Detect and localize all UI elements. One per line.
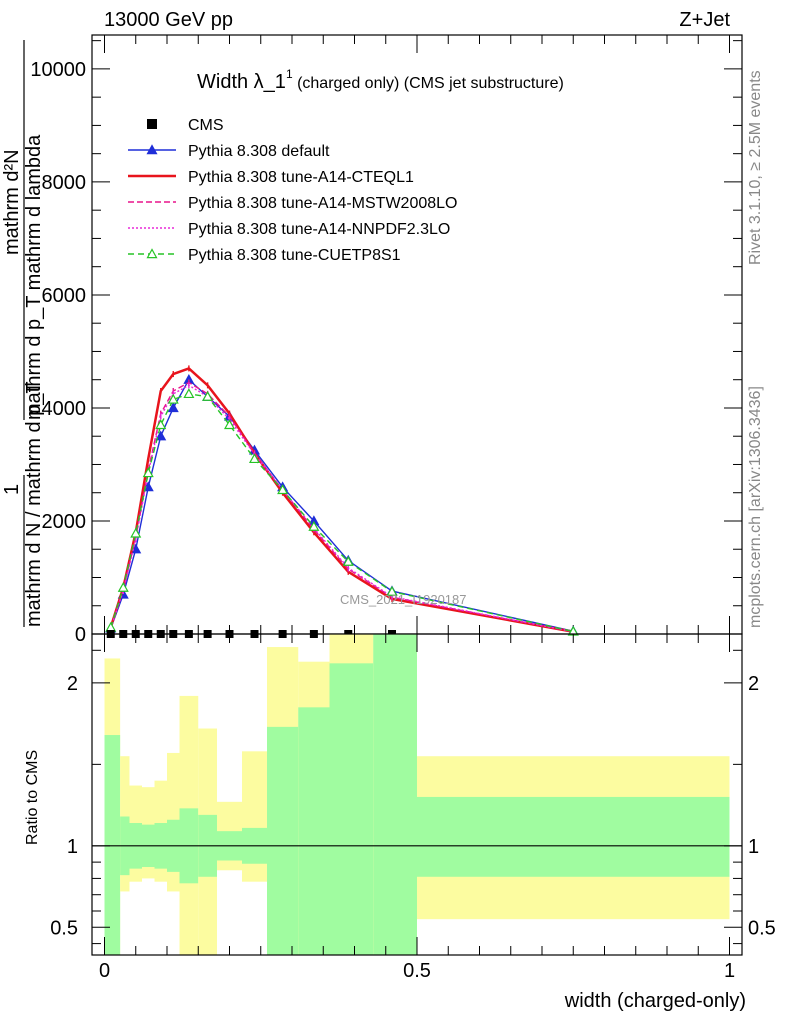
ratio-stat-band — [373, 634, 417, 955]
ylabel-fraction-denominator: mathrm d p_T mathrm d lambda — [23, 134, 45, 420]
main-ytick-label: 10000 — [30, 59, 86, 81]
ratio-ytick-label: 0.5 — [50, 917, 78, 939]
ratio-stat-band — [329, 663, 374, 955]
ratio-ytick-label: 2 — [67, 673, 78, 695]
legend-marker-cms — [147, 119, 157, 129]
data-point-triangle — [248, 453, 261, 464]
main-ytick-label: 0 — [75, 624, 86, 646]
ratio-stat-band — [104, 735, 121, 955]
data-point-triangle — [155, 430, 167, 441]
main-ytick-label: 4000 — [42, 398, 87, 420]
ratio-xlabel: width (charged-only) — [564, 990, 746, 1012]
ratio-ytick-label-right: 2 — [748, 673, 759, 695]
main-ytick-label: 2000 — [42, 511, 87, 533]
data-point-triangle — [308, 520, 320, 531]
data-point-triangle — [183, 388, 195, 399]
data-point-triangle — [167, 402, 179, 413]
data-point-triangle — [146, 248, 158, 259]
header-right-label: Z+Jet — [679, 9, 730, 31]
legend: CMS Pythia 8.308 default Pythia 8.308 tune… — [128, 117, 457, 264]
legend-entry-label: Pythia 8.308 tune-CUETP8S1 — [188, 247, 401, 264]
legend-entry-label: Pythia 8.308 tune-A14-MSTW2008LO — [188, 195, 457, 212]
plot-title-main: Width λ_1 — [197, 71, 286, 93]
ratio-plot-area: 0 0.5 1 0.5 0.5 1 1 2 2 — [50, 633, 776, 982]
main-ylabel: 1 mathrm d N / mathrm d p_T mathrm d²N m… — [1, 40, 45, 627]
legend-entry-label: Pythia 8.308 tune-A14-CTEQL1 — [188, 169, 414, 186]
ratio-ytick-label-right: 1 — [748, 836, 759, 858]
legend-entry-label: Pythia 8.308 default — [188, 143, 330, 160]
side-bottom-label: mcplots.cern.ch [arXiv:1306.3436] — [747, 386, 764, 628]
data-point-triangle — [155, 419, 167, 430]
data-point-triangle — [117, 581, 129, 592]
ratio-ylabel: Ratio to CMS — [24, 750, 41, 845]
data-point-triangle — [386, 585, 398, 596]
side-top-label: Rivet 3.1.10, ≥ 2.5M events — [747, 70, 764, 265]
plot-title-suffix: (charged only) (CMS jet substructure) — [293, 75, 564, 92]
data-point-triangle — [202, 390, 214, 401]
data-point-triangle — [342, 555, 354, 566]
main-ytick-label: 6000 — [42, 285, 87, 307]
legend-entry-label: CMS — [188, 117, 224, 134]
ratio-xtick-label: 0.5 — [403, 960, 431, 982]
plot-title: Width λ_11 (charged only) (CMS jet subst… — [197, 67, 564, 93]
ylabel-one: 1 — [1, 484, 23, 495]
ylabel-fraction-numerator: mathrm d²N — [1, 149, 23, 255]
header-left-label: 13000 GeV pp — [104, 9, 233, 31]
ratio-ytick-label: 1 — [67, 836, 78, 858]
data-point-triangle — [105, 621, 117, 632]
ratio-stat-band — [417, 796, 730, 877]
ratio-ytick-label-right: 0.5 — [748, 917, 776, 939]
data-point-triangle — [130, 527, 142, 538]
analysis-watermark: CMS_2021_I1920187 — [340, 592, 467, 607]
main-ytick-label: 8000 — [42, 172, 87, 194]
plot-title-sup: 1 — [286, 67, 293, 81]
legend-entry-label: Pythia 8.308 tune-A14-NNPDF2.3LO — [188, 221, 450, 238]
ylabel-denominator: mathrm d N / mathrm d p_T — [23, 381, 45, 627]
ratio-stat-band — [267, 726, 299, 955]
data-point-triangle — [146, 144, 158, 155]
data-point-triangle — [142, 467, 154, 478]
ratio-stat-band — [298, 707, 330, 955]
main-plot-area: 0 2000 4000 6000 8000 10000 — [30, 34, 743, 646]
data-point-triangle — [277, 484, 289, 495]
ratio-xtick-label: 0 — [99, 960, 110, 982]
data-point-triangle — [223, 419, 236, 430]
ratio-xtick-label: 1 — [724, 960, 735, 982]
data-point-triangle — [167, 393, 179, 404]
